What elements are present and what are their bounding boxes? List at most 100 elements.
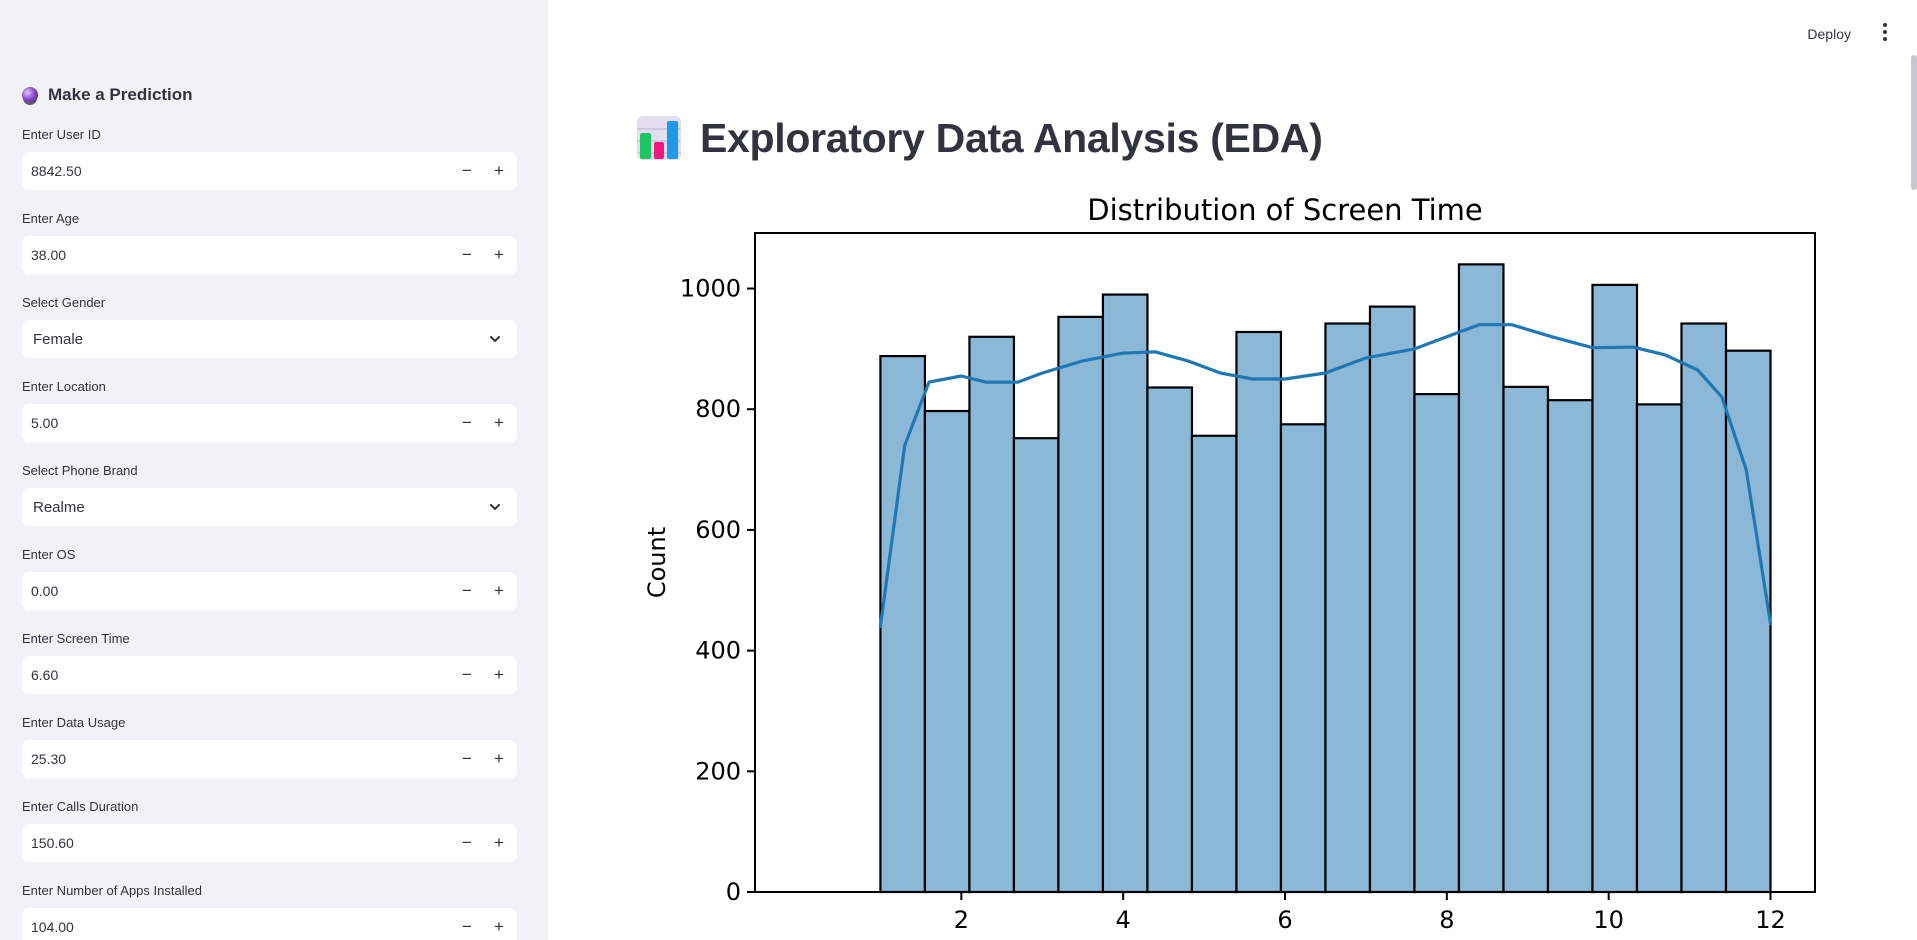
field-label: Enter Calls Duration (22, 799, 139, 814)
histogram-bar (1591, 283, 1639, 894)
number-input[interactable] (22, 405, 411, 441)
number-input-box: −+ (22, 404, 517, 442)
y-axis-label: Count (643, 527, 671, 598)
field-label: Select Phone Brand (22, 463, 138, 478)
sidebar-title: Make a Prediction (48, 85, 193, 104)
increment-button[interactable]: + (494, 917, 504, 936)
number-input-box: −+ (22, 656, 517, 694)
decrement-button[interactable]: − (462, 245, 472, 264)
increment-button[interactable]: + (494, 665, 504, 684)
select-value: Realme (33, 498, 85, 516)
x-tick-label: 4 (1116, 906, 1131, 934)
increment-button[interactable]: + (494, 161, 504, 180)
page-heading: Exploratory Data Analysis (EDA) (700, 114, 1323, 161)
y-tick-label: 800 (695, 395, 741, 423)
x-tick-label: 8 (1439, 906, 1454, 934)
histogram-bar (879, 355, 927, 894)
histogram-bar (1101, 293, 1149, 894)
field-label: Enter Age (22, 211, 80, 226)
scrollbar[interactable] (1911, 55, 1917, 190)
histogram-bar (1279, 423, 1327, 894)
decrement-button[interactable]: − (462, 161, 472, 180)
number-input-box: −+ (22, 908, 517, 940)
number-input[interactable] (22, 153, 411, 189)
histogram-bar (968, 335, 1016, 894)
sidebar-header: Make a Prediction (22, 82, 193, 108)
increment-button[interactable]: + (494, 245, 504, 264)
number-input-box: −+ (22, 824, 517, 862)
field-7: Enter Data Usage−+ (22, 713, 517, 778)
histogram-bar (1502, 385, 1550, 894)
field-0: Enter User ID−+ (22, 125, 517, 190)
field-label: Enter Number of Apps Installed (22, 883, 202, 898)
chart-title: Distribution of Screen Time (1087, 193, 1482, 227)
histogram-bar (1546, 399, 1594, 894)
y-tick-label: 400 (695, 637, 741, 665)
histogram-bar (1057, 315, 1105, 894)
field-1: Enter Age−+ (22, 209, 517, 274)
select-value: Female (33, 330, 84, 348)
number-input-box: −+ (22, 740, 517, 778)
increment-button[interactable]: + (494, 581, 504, 600)
field-2: Select Gender Female (22, 293, 517, 358)
histogram-bar (923, 409, 971, 894)
field-8: Enter Calls Duration−+ (22, 797, 517, 862)
number-input-box: −+ (22, 236, 517, 274)
deploy-button[interactable]: Deploy (1807, 26, 1851, 42)
field-label: Enter User ID (22, 127, 101, 142)
histogram-bar (1635, 403, 1683, 894)
field-label: Enter Location (22, 379, 106, 394)
field-label: Enter Screen Time (22, 631, 130, 646)
histogram-bar (1368, 305, 1416, 894)
number-input[interactable] (22, 909, 411, 940)
histogram-bar (1680, 322, 1728, 894)
histogram-bar (1413, 393, 1461, 894)
decrement-button[interactable]: − (462, 917, 472, 936)
y-tick-label: 1000 (680, 275, 741, 303)
increment-button[interactable]: + (494, 833, 504, 852)
chevron-down-icon[interactable] (487, 499, 503, 515)
histogram-bar (1235, 330, 1283, 894)
histogram-bar (1146, 386, 1194, 894)
chevron-down-icon[interactable] (487, 331, 503, 347)
field-5: Enter OS−+ (22, 545, 517, 610)
field-label: Enter OS (22, 547, 76, 562)
increment-button[interactable]: + (494, 413, 504, 432)
decrement-button[interactable]: − (462, 413, 472, 432)
sidebar: Make a Prediction Enter User ID−+Enter A… (0, 0, 548, 940)
number-input[interactable] (22, 237, 411, 273)
number-input-box: −+ (22, 572, 517, 610)
x-tick-label: 6 (1277, 906, 1292, 934)
increment-button[interactable]: + (494, 749, 504, 768)
field-label: Select Gender (22, 295, 106, 310)
number-input[interactable] (22, 741, 411, 777)
histogram-bar (1324, 322, 1372, 894)
screen-time-histogram: 2 4 6 8 10 12 0 200 400 600 800 1000 Distribution of… (643, 193, 1816, 934)
field-4: Select Phone Brand Realme (22, 461, 517, 526)
decrement-button[interactable]: − (462, 749, 472, 768)
number-input[interactable] (22, 573, 411, 609)
y-tick-label: 0 (726, 878, 741, 906)
number-input[interactable] (22, 825, 411, 861)
number-input[interactable] (22, 657, 411, 693)
more-menu-icon[interactable] (1879, 21, 1891, 43)
field-3: Enter Location−+ (22, 377, 517, 442)
kde-line (878, 323, 1773, 629)
select-dropdown[interactable]: Female (22, 320, 517, 358)
x-tick-label: 10 (1593, 906, 1624, 934)
decrement-button[interactable]: − (462, 665, 472, 684)
decrement-button[interactable]: − (462, 581, 472, 600)
histogram-bar (1190, 434, 1238, 894)
field-6: Enter Screen Time−+ (22, 629, 517, 694)
select-dropdown[interactable]: Realme (22, 488, 517, 526)
decrement-button[interactable]: − (462, 833, 472, 852)
bar-chart-icon (637, 116, 681, 160)
histogram-bar (1457, 263, 1505, 894)
main-content: Deploy Exploratory Data Analysis (EDA) 2… (548, 0, 1917, 940)
field-label: Enter Data Usage (22, 715, 126, 730)
histogram-bar (1012, 437, 1060, 894)
y-tick-label: 200 (695, 757, 741, 785)
x-tick-label: 12 (1755, 906, 1786, 934)
number-input-box: −+ (22, 152, 517, 190)
page-title: Exploratory Data Analysis (EDA) (636, 108, 1323, 168)
